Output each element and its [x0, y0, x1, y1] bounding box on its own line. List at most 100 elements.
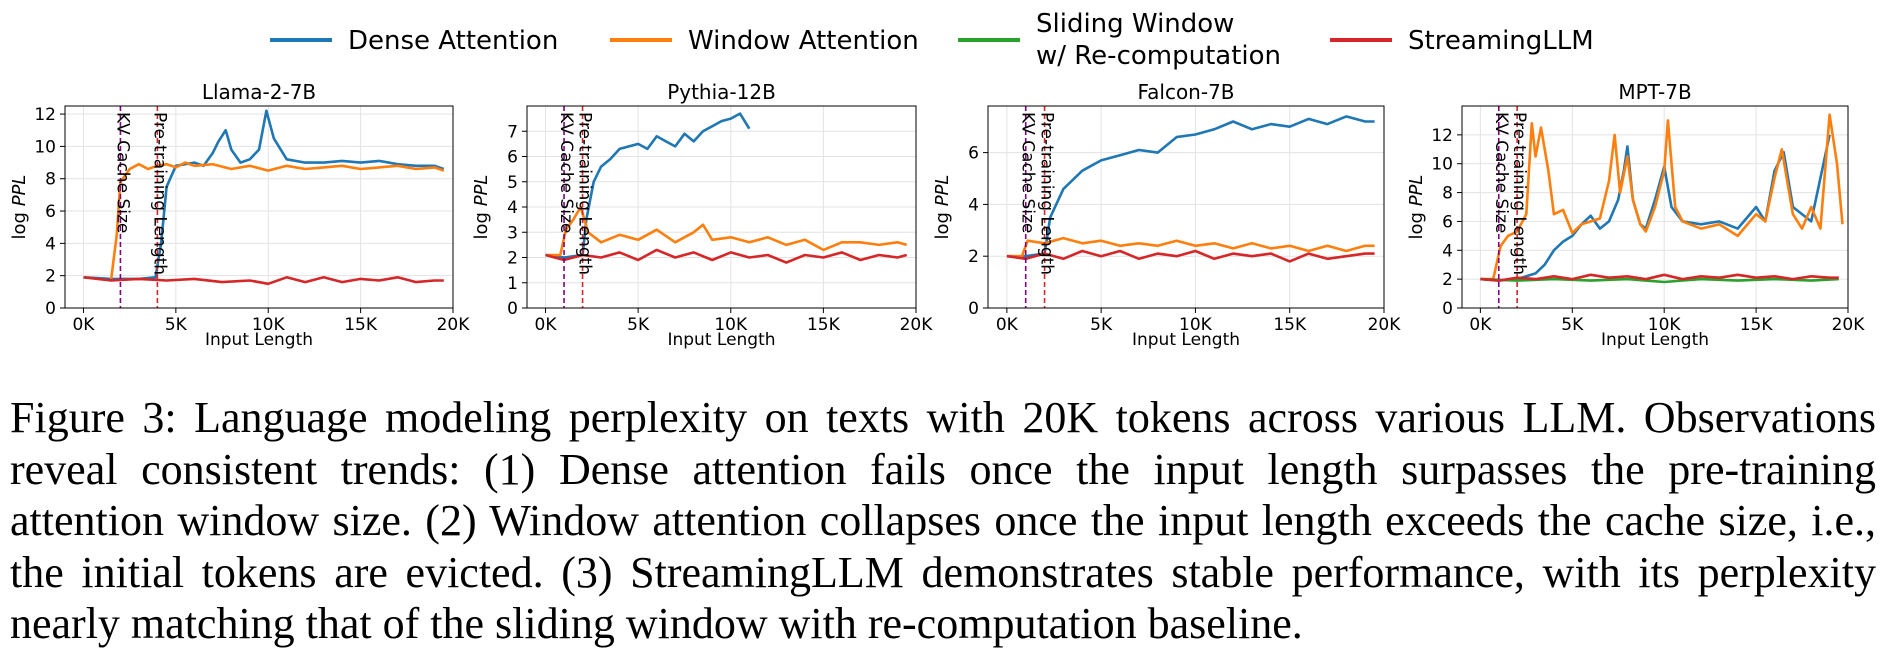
x-tick-label: 5K: [1561, 315, 1584, 335]
x-tick-label: 15K: [344, 315, 378, 335]
legend-label-dense-attention: Dense Attention: [348, 26, 558, 56]
legend-item-streamingllm: StreamingLLM: [1330, 26, 1594, 56]
series-group: [83, 109, 445, 286]
series-line-streamingllm: [545, 248, 908, 264]
y-tick-label: 5: [507, 173, 518, 193]
x-tick-label: 20K: [1832, 315, 1866, 335]
x-tick-label: 5K: [165, 315, 188, 335]
x-tick-label: 15K: [1273, 315, 1307, 335]
series-line-window-attention: [109, 161, 445, 280]
y-tick-label: 2: [1442, 270, 1453, 290]
vline-label-pre-training-length: Pre-training Length: [149, 112, 169, 275]
x-tick-label: 20K: [900, 315, 934, 335]
x-tick-label: 20K: [1368, 315, 1402, 335]
x-tick-label: 0K: [1469, 315, 1492, 335]
series-line-dense-attention: [1006, 115, 1375, 258]
chart-title: Pythia-12B: [667, 80, 776, 104]
x-tick-label: 5K: [1090, 315, 1113, 335]
legend-label-window-attention: Window Attention: [688, 26, 919, 56]
legend: Dense Attention Window Attention Sliding W…: [270, 9, 1594, 71]
x-axis-label: Input Length: [1601, 330, 1709, 350]
series-group: [1480, 113, 1844, 284]
y-tick-label: 1: [507, 274, 518, 294]
y-tick-label: 12: [34, 105, 56, 125]
x-tick-label: 15K: [807, 315, 841, 335]
legend-item-sliding-window-w-re-computation: Sliding Window w/ Re-computation: [958, 9, 1281, 71]
y-tick-label: 10: [34, 137, 56, 157]
vline-label-kv-cache-size: KV Cache Size: [556, 112, 576, 233]
x-axis-label: Input Length: [667, 330, 775, 350]
y-axis-label: log PPL: [932, 175, 953, 240]
y-tick-label: 2: [507, 249, 518, 269]
plot-frame: [1461, 105, 1849, 309]
y-tick-label: 0: [507, 299, 518, 319]
legend-item-dense-attention: Dense Attention: [270, 26, 558, 56]
figure: Dense Attention Window Attention Sliding W…: [9, 9, 1865, 350]
x-tick-label: 10K: [1179, 315, 1213, 335]
y-tick-label: 2: [45, 267, 56, 287]
vline-label-kv-cache-size: KV Cache Size: [112, 112, 132, 233]
series-line-window-attention: [545, 205, 908, 257]
series-line-streamingllm: [1480, 273, 1839, 282]
figure-caption: Figure 3: Language modeling perplexity o…: [10, 393, 1876, 648]
y-tick-label: 6: [1442, 212, 1453, 232]
series-line-sliding-window-w-re-computation: [1480, 277, 1839, 284]
y-axis-label: log PPL: [9, 175, 30, 240]
chart-llama-2-7b: KV Cache Size Pre-training Length 0K 5K 10K 1…: [9, 80, 470, 350]
x-tick-label: 0K: [72, 315, 95, 335]
y-tick-label: 6: [507, 148, 518, 168]
y-tick-label: 6: [45, 202, 56, 222]
y-tick-label: 7: [507, 122, 518, 142]
vline-label-pre-training-length: Pre-training Length: [1037, 112, 1057, 275]
vline-label-pre-training-length: Pre-training Length: [1509, 112, 1529, 275]
x-tick-label: 10K: [252, 315, 286, 335]
x-tick-label: 10K: [1648, 315, 1682, 335]
y-tick-label: 0: [968, 299, 979, 319]
x-tick-label: 20K: [437, 315, 471, 335]
y-tick-label: 0: [45, 299, 56, 319]
x-tick-label: 0K: [996, 315, 1019, 335]
chart-title: Falcon-7B: [1137, 80, 1234, 104]
series-line-streamingllm: [1006, 249, 1375, 263]
series-group: [545, 112, 908, 264]
x-tick-label: 0K: [535, 315, 558, 335]
y-tick-label: 2: [968, 247, 979, 267]
series-line-dense-attention: [545, 112, 751, 259]
series-line-dense-attention: [83, 109, 445, 281]
y-tick-label: 12: [1431, 126, 1453, 146]
vline-label-pre-training-length: Pre-training Length: [575, 112, 595, 275]
series-line-streamingllm: [83, 276, 444, 286]
y-tick-label: 4: [1442, 241, 1453, 261]
series-line-window-attention: [1480, 113, 1844, 281]
x-tick-label: 15K: [1740, 315, 1774, 335]
vline-label-kv-cache-size: KV Cache Size: [1491, 112, 1511, 233]
y-axis-label: log PPL: [1406, 175, 1427, 240]
x-axis-label: Input Length: [1132, 330, 1240, 350]
series-group: [1006, 115, 1375, 263]
y-tick-label: 4: [507, 198, 518, 218]
vline-label-kv-cache-size: KV Cache Size: [1018, 112, 1038, 233]
y-tick-label: 8: [45, 170, 56, 190]
chart-title: Llama-2-7B: [202, 80, 316, 104]
plot-frame: [64, 105, 454, 309]
chart-title: MPT-7B: [1618, 80, 1691, 104]
x-tick-label: 10K: [714, 315, 748, 335]
y-tick-label: 4: [968, 195, 979, 215]
y-tick-label: 6: [968, 144, 979, 164]
y-tick-label: 8: [1442, 184, 1453, 204]
y-tick-label: 4: [45, 234, 56, 254]
plot-frame: [987, 105, 1385, 309]
series-line-window-attention: [1006, 236, 1375, 258]
y-tick-label: 0: [1442, 299, 1453, 319]
x-tick-label: 5K: [627, 315, 650, 335]
legend-label-streamingllm: StreamingLLM: [1408, 26, 1594, 56]
x-axis-label: Input Length: [205, 330, 313, 350]
legend-item-window-attention: Window Attention: [610, 26, 919, 56]
y-axis-label: log PPL: [471, 175, 492, 240]
y-tick-label: 3: [507, 223, 518, 243]
legend-label-sliding-window-w-re-computation: Sliding Window w/ Re-computation: [1036, 9, 1281, 71]
